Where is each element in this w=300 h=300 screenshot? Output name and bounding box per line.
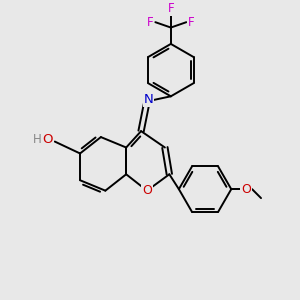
Text: F: F (167, 2, 174, 15)
Text: F: F (147, 16, 153, 29)
Text: N: N (144, 93, 153, 106)
Text: O: O (42, 133, 52, 146)
Text: O: O (142, 184, 152, 197)
Text: F: F (188, 16, 195, 29)
Text: O: O (241, 183, 251, 196)
Text: H: H (33, 133, 42, 146)
